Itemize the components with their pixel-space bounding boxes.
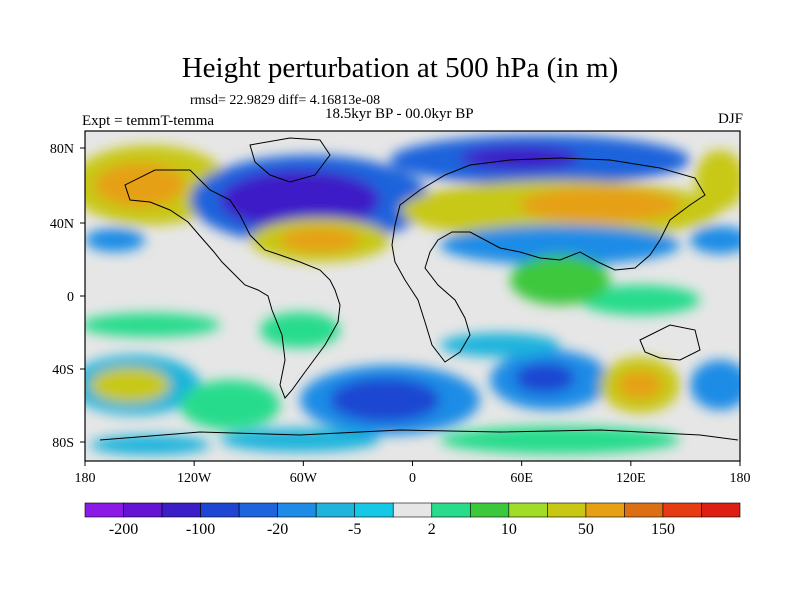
colorbar-swatch	[123, 502, 163, 518]
lat-tick-label: 0	[67, 290, 74, 305]
colorbar-swatch	[84, 502, 124, 518]
colorbar-swatch	[161, 502, 201, 518]
colorbar-swatch	[701, 502, 741, 518]
period-label: 18.5kyr BP - 00.0kyr BP	[325, 106, 474, 122]
colorbar-swatch	[508, 502, 548, 518]
lat-tick-label: 80S	[52, 436, 74, 451]
lat-tick-label: 80N	[50, 142, 74, 157]
longitude-ticks: 180 120W 60W 0 60E 120E 180	[75, 461, 751, 486]
height-field	[85, 131, 740, 461]
lat-tick-label: 40N	[50, 217, 74, 232]
colorbar-label: -5	[348, 521, 361, 538]
colorbar-swatch	[277, 502, 317, 518]
lon-tick-label: 120W	[177, 471, 212, 486]
colorbar-label: -20	[267, 521, 288, 538]
colorbar-swatch	[354, 502, 394, 518]
lon-tick-label: 180	[75, 471, 96, 486]
colorbar-label: -100	[186, 521, 215, 538]
colorbar-swatch	[662, 502, 702, 518]
lon-tick-label: 0	[409, 471, 416, 486]
colorbar-label: 10	[501, 521, 517, 538]
colorbar-swatch	[238, 502, 278, 518]
colorbar-swatch	[315, 502, 356, 518]
colorbar-swatch	[547, 502, 587, 518]
colorbar-label: -200	[109, 521, 138, 538]
colorbar-swatch	[585, 502, 625, 518]
coastlines	[99, 137, 739, 441]
colorbar-swatch	[200, 502, 240, 518]
lon-tick-label: 120E	[616, 471, 646, 486]
colorbar-swatch	[392, 502, 433, 518]
latitude-ticks: 80N 40N 0 40S 80S	[50, 142, 85, 451]
experiment-label: Expt = temmT-temma	[82, 113, 215, 129]
lat-tick-label: 40S	[52, 363, 74, 378]
colorbar-label: 150	[651, 521, 675, 538]
plot-title: Height perturbation at 500 hPa (in m)	[181, 52, 619, 84]
lon-tick-label: 60E	[510, 471, 533, 486]
lon-tick-label: 180	[730, 471, 751, 486]
colorbar-swatch	[431, 502, 471, 518]
colorbar-label: 50	[578, 521, 594, 538]
colorbar: -200 -100 -20 -5 2 10 50 150	[84, 502, 741, 538]
colorbar-label: 2	[428, 521, 436, 538]
stats-line: rmsd= 22.9829 diff= 4.16813e-08	[190, 93, 381, 108]
colorbar-swatch	[624, 502, 664, 518]
season-label: DJF	[717, 111, 743, 127]
lon-tick-label: 60W	[290, 471, 318, 486]
colorbar-swatch	[469, 502, 510, 518]
